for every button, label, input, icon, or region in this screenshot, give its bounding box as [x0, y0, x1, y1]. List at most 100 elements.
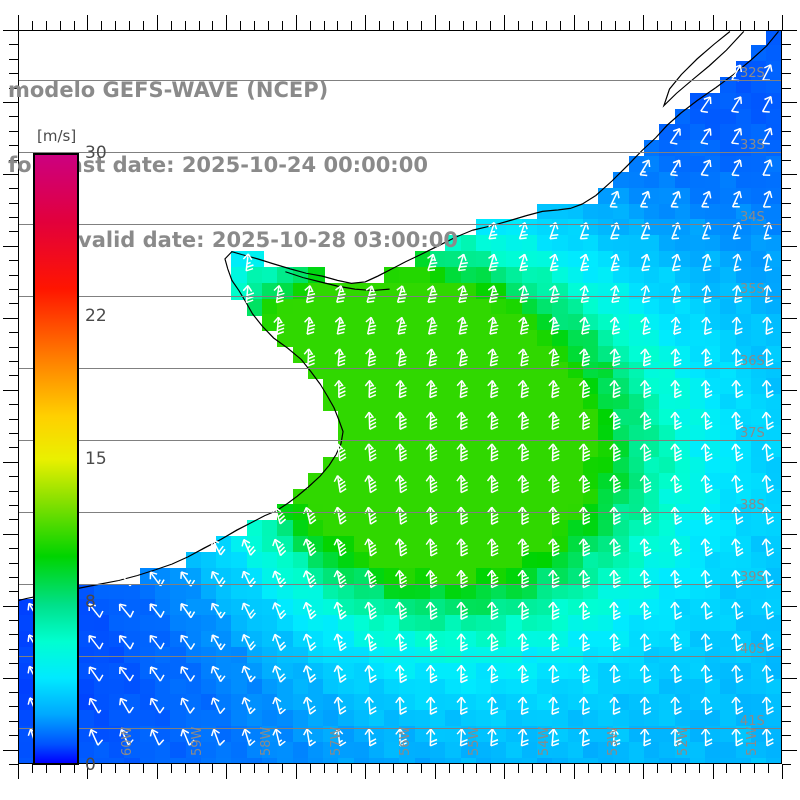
tick — [365, 15, 366, 30]
gridline-lat — [18, 728, 782, 729]
tick — [782, 534, 797, 535]
tick — [768, 764, 769, 773]
colorbar-tick-label: 22 — [85, 306, 107, 327]
tick — [351, 764, 352, 773]
tick — [782, 188, 791, 189]
tick — [3, 318, 18, 319]
tick — [9, 88, 18, 89]
tick — [782, 620, 791, 621]
tick — [782, 246, 797, 247]
tick — [435, 15, 436, 30]
lat-tick-label: 38S — [740, 498, 765, 514]
tick — [699, 21, 700, 30]
tick — [449, 21, 450, 30]
tick — [9, 706, 18, 707]
tick — [782, 375, 791, 376]
tick — [3, 390, 18, 391]
tick — [782, 577, 791, 578]
tick — [782, 88, 791, 89]
lon-tick-label: 52W — [675, 726, 691, 756]
gridline-lat — [18, 296, 782, 297]
tick — [3, 462, 18, 463]
colorbar-tick-label: 15 — [85, 449, 107, 469]
tick — [9, 620, 18, 621]
tick — [212, 21, 213, 30]
tick — [199, 21, 200, 30]
tick — [9, 692, 18, 693]
tick — [296, 764, 297, 779]
tick — [9, 73, 18, 74]
tick — [643, 15, 644, 30]
tick — [9, 289, 18, 290]
tick — [9, 476, 18, 477]
tick — [782, 217, 791, 218]
tick — [782, 30, 797, 31]
tick — [324, 764, 325, 773]
tick — [9, 433, 18, 434]
lat-tick-label: 41S — [740, 714, 765, 730]
tick — [782, 303, 791, 304]
lat-tick-label: 34S — [740, 210, 765, 226]
tick — [782, 706, 791, 707]
tick — [601, 764, 602, 773]
tick — [226, 764, 227, 779]
tick — [9, 404, 18, 405]
tick — [782, 260, 791, 261]
tick — [18, 15, 19, 30]
tick — [9, 735, 18, 736]
tick — [171, 764, 172, 773]
tick — [782, 116, 791, 117]
tick — [518, 764, 519, 773]
tick — [9, 188, 18, 189]
tick — [9, 563, 18, 564]
tick — [685, 21, 686, 30]
lon-tick-label: 56W — [398, 726, 413, 756]
colorbar: [m/s] 30 22 15 8 0 — [33, 127, 107, 775]
tick — [754, 21, 755, 30]
lon-tick-label: 54W — [536, 726, 552, 756]
tick — [9, 419, 18, 420]
tick — [310, 21, 311, 30]
tick — [740, 764, 741, 773]
tick — [9, 217, 18, 218]
tick — [240, 764, 241, 773]
map-plot-area[interactable] — [18, 30, 782, 764]
tick — [782, 735, 791, 736]
tick — [782, 231, 791, 232]
tick — [115, 764, 116, 773]
lat-tick-label: 35S — [740, 282, 765, 298]
tick — [337, 21, 338, 30]
tick — [782, 174, 797, 175]
tick — [782, 131, 791, 132]
tick — [60, 21, 61, 30]
colorbar-unit-label: [m/s] — [37, 127, 77, 145]
tick — [782, 318, 797, 319]
tick — [296, 15, 297, 30]
tick — [9, 591, 18, 592]
tick — [9, 505, 18, 506]
tick — [671, 21, 672, 30]
gridline-lat — [18, 368, 782, 369]
tick — [782, 419, 791, 420]
tick — [588, 764, 589, 773]
tick — [9, 375, 18, 376]
tick — [782, 634, 791, 635]
colorbar-tick-label: 0 — [85, 755, 96, 775]
tick — [9, 303, 18, 304]
tick — [3, 102, 18, 103]
tick — [74, 764, 75, 773]
colorbar-gradient — [33, 153, 79, 765]
tick — [782, 462, 797, 463]
tick — [421, 21, 422, 30]
tick — [782, 59, 791, 60]
tick — [782, 275, 791, 276]
tick — [9, 649, 18, 650]
gridline-lat — [18, 656, 782, 657]
tick — [157, 15, 158, 30]
colorbar-tick-label: 8 — [85, 591, 96, 612]
tick — [782, 548, 791, 549]
tick — [671, 764, 672, 773]
tick — [365, 764, 366, 779]
tick — [3, 30, 18, 31]
tick — [643, 764, 644, 779]
